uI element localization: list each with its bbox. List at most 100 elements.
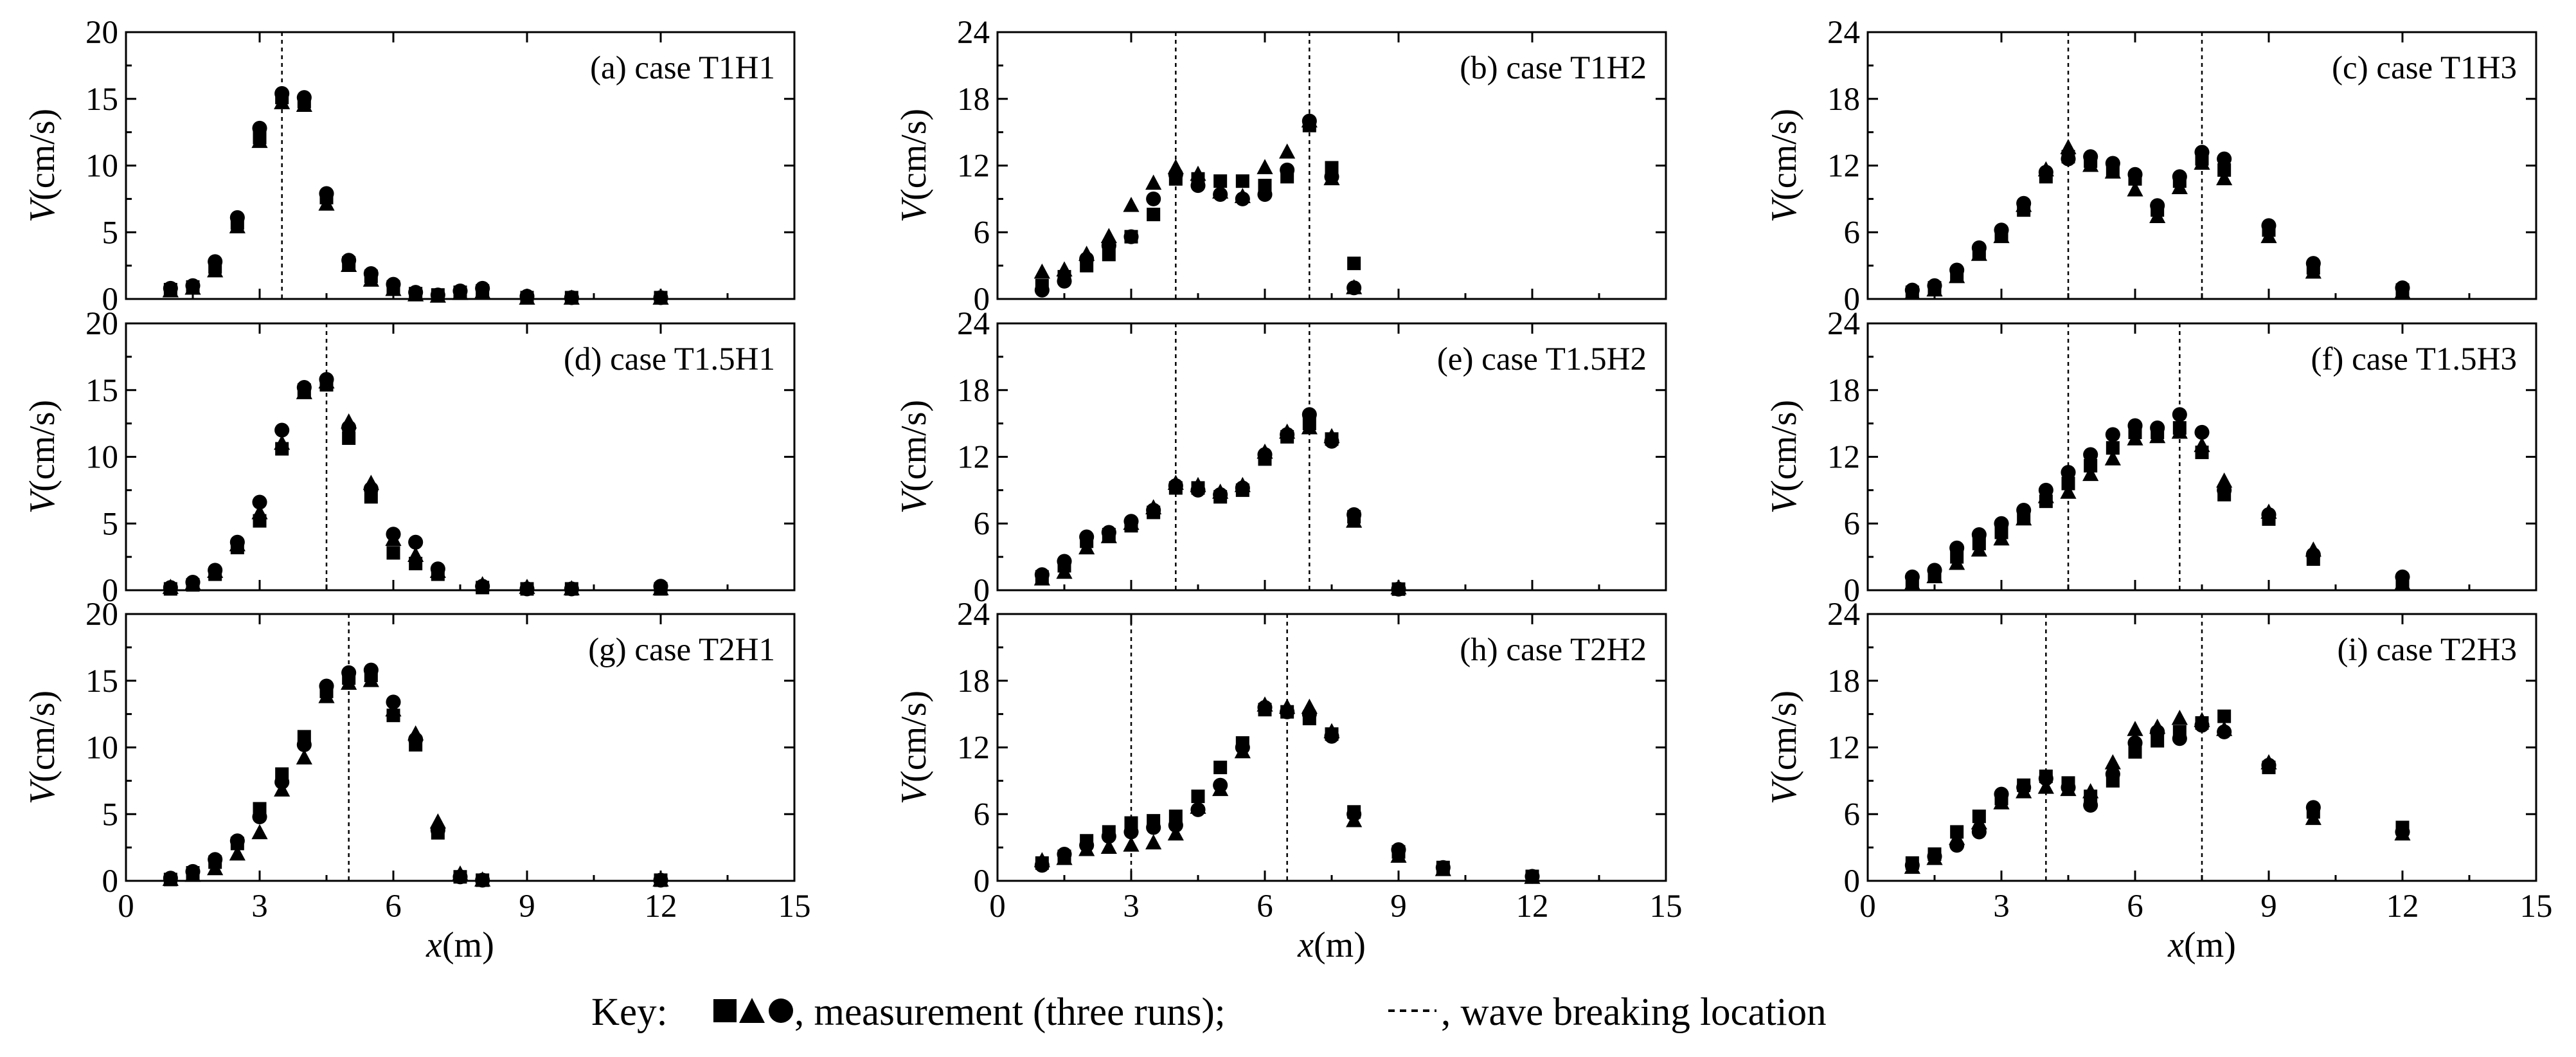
circle-marker: [341, 253, 357, 268]
triangle-marker: [1100, 838, 1117, 854]
panel-title: (a) case T1H1: [590, 50, 775, 86]
x-axis-label-symbol: x: [1297, 925, 1314, 965]
circle-marker: [1101, 829, 1116, 844]
circle-marker: [2261, 757, 2276, 773]
circle-marker: [1949, 838, 1965, 853]
circle-marker: [2217, 724, 2232, 739]
circle-marker: [2016, 195, 2032, 211]
series-run-3: [163, 86, 668, 305]
circle-marker: [386, 527, 401, 542]
panel-a: 0 5 10 15 20 (a) case T1H1 V(cm/s): [22, 15, 796, 318]
y-axis-label-unit: (cm/s): [894, 109, 934, 201]
panel-d: 0 5 10 15 20 (d) case T1.5H1 V(cm/s): [22, 306, 796, 609]
y-axis-label: V(cm/s): [22, 691, 62, 804]
y-tick-label: 18: [957, 664, 990, 700]
triangle-marker: [2016, 510, 2032, 526]
circle-marker: [1101, 238, 1116, 253]
triangle-marker: [2171, 709, 2188, 725]
y-axis-label-symbol: V: [22, 779, 62, 804]
x-tick-label: 0: [1859, 889, 1876, 925]
square-marker: [1191, 790, 1205, 804]
circle-marker: [341, 420, 357, 435]
circle-marker: [2016, 780, 2032, 795]
circle-marker: [2127, 418, 2143, 433]
circle-marker: [2172, 731, 2187, 746]
circle-marker: [2217, 151, 2232, 167]
y-tick-label: 0: [102, 573, 119, 609]
y-axis-label-symbol: V: [1764, 197, 1804, 222]
circle-marker: [208, 563, 223, 578]
circle-marker: [1190, 802, 1206, 817]
x-tick-label: 3: [1993, 889, 2010, 925]
circle-marker: [1034, 282, 1050, 298]
y-tick-label: 10: [85, 730, 118, 766]
circle-marker: [1301, 707, 1317, 722]
y-tick-label: 18: [957, 373, 990, 409]
circle-marker: [2150, 420, 2165, 436]
panel-f: 0 6 12 18 24 (f) case T1.5H3 V(cm/s): [1764, 306, 2537, 609]
x-tick-label: 3: [1123, 889, 1140, 925]
panel-title: (d) case T1.5H1: [564, 341, 775, 377]
x-axis-label: x(m): [1297, 925, 1366, 965]
circle-marker: [363, 481, 379, 496]
circle-marker: [2305, 800, 2321, 815]
square-marker: [2217, 163, 2232, 177]
triangle-marker: [1301, 419, 1318, 435]
y-tick-label: 24: [957, 597, 990, 633]
triangle-marker: [1056, 563, 1073, 579]
circle-marker: [475, 280, 490, 296]
circle-marker: [1168, 478, 1183, 494]
series-run-3: [1904, 407, 2410, 584]
panel-title: (b) case T1H2: [1460, 50, 1647, 86]
circle-marker: [1324, 433, 1339, 449]
y-axis-label-unit: (cm/s): [22, 691, 62, 782]
circle-marker: [163, 871, 178, 886]
circle-marker: [319, 186, 334, 201]
circle-marker: [2105, 427, 2120, 442]
x-tick-label: 15: [2520, 889, 2553, 925]
series-run-3: [163, 372, 668, 597]
circle-marker: [1346, 806, 1362, 822]
circle-marker: [2105, 766, 2120, 782]
circle-marker: [2061, 151, 2076, 167]
series-run-1: [163, 91, 668, 305]
circle-marker: [163, 280, 178, 296]
circle-marker: [2305, 256, 2321, 271]
triangle-marker: [2082, 782, 2099, 799]
circle-marker: [319, 678, 334, 694]
circle-marker: [1301, 113, 1317, 129]
y-tick-label: 18: [1827, 373, 1860, 409]
y-axis-label-symbol: V: [1764, 779, 1804, 804]
triangle-marker: [251, 132, 268, 149]
triangle-marker: [274, 94, 291, 109]
triangle-marker: [207, 860, 224, 876]
x-tick-label: 6: [1257, 889, 1273, 925]
triangle-marker: [2305, 809, 2321, 826]
y-axis-label-unit: (cm/s): [1764, 109, 1804, 201]
panel-title: (i) case T2H3: [2338, 632, 2517, 668]
y-axis-label-unit: (cm/s): [894, 691, 934, 782]
y-tick-label: 15: [85, 664, 118, 700]
series-run-1: [1905, 421, 2410, 588]
circle-marker: [2083, 797, 2098, 813]
panel-title: (c) case T1H3: [2332, 50, 2517, 86]
triangle-marker: [251, 824, 268, 840]
circle-marker: [1927, 563, 1942, 578]
triangle-marker: [2216, 170, 2233, 186]
y-axis-label: V(cm/s): [1764, 691, 1804, 804]
series-run-2: [162, 94, 669, 305]
triangle-marker: [2171, 423, 2188, 439]
circle-marker: [430, 287, 445, 303]
circle-marker: [1034, 567, 1050, 583]
y-tick-label: 10: [85, 149, 118, 185]
circle-marker: [1346, 280, 1362, 296]
circle-marker: [2305, 547, 2321, 563]
y-axis-label-symbol: V: [22, 197, 62, 222]
circle-marker: [2038, 482, 2053, 498]
circle-marker: [1994, 516, 2009, 531]
circle-marker: [2038, 165, 2053, 180]
triangle-marker: [2037, 779, 2054, 794]
circle-marker: [1301, 407, 1317, 422]
circle-marker: [252, 494, 267, 510]
y-tick-label: 12: [1827, 730, 1860, 766]
